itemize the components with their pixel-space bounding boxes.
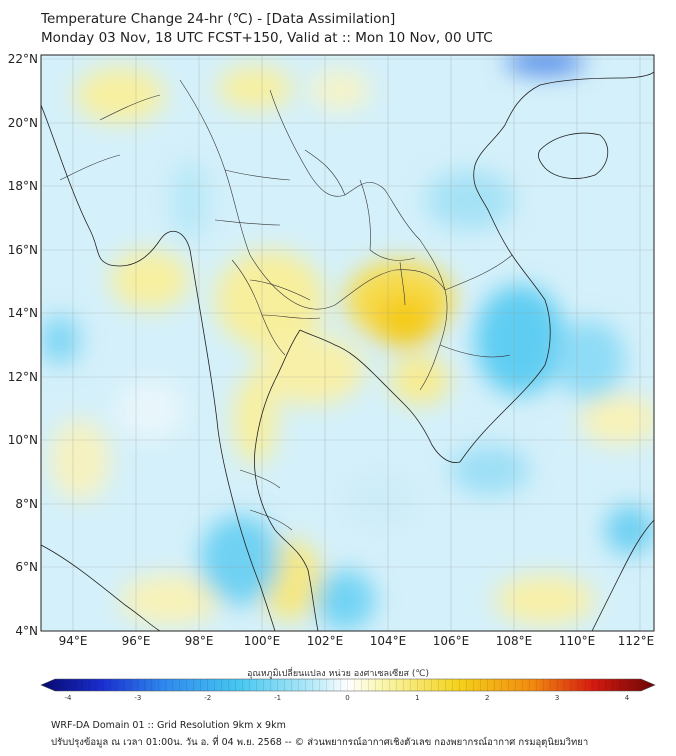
colorbar: -4 -3 -2 -1 0 1 2 3 4 bbox=[40, 678, 656, 702]
colorbar-tick: -3 bbox=[134, 694, 141, 702]
lat-label: 14°N bbox=[8, 306, 38, 320]
temperature-field bbox=[41, 55, 654, 631]
borders bbox=[59, 79, 513, 531]
lon-label: 100°E bbox=[244, 634, 281, 648]
colorbar-tick: 0 bbox=[345, 694, 349, 702]
lat-label: 6°N bbox=[15, 560, 38, 574]
lon-label: 102°E bbox=[307, 634, 344, 648]
lat-axis: 22°N 20°N 18°N 16°N 14°N 12°N 10°N 8°N 6… bbox=[8, 52, 38, 638]
lon-label: 110°E bbox=[559, 634, 596, 648]
map-frame bbox=[40, 54, 655, 632]
colorbar-tick: -4 bbox=[65, 694, 73, 702]
lat-label: 18°N bbox=[8, 179, 38, 193]
coastlines bbox=[41, 71, 654, 631]
footer-credit: ปรับปรุงข้อมูล ณ เวลา 01:00น. วัน อ. ที่… bbox=[51, 737, 589, 748]
colorbar-tick: -1 bbox=[274, 694, 281, 702]
map-title: Temperature Change 24-hr (℃) - [Data Ass… bbox=[41, 11, 396, 27]
colorbar-tick: 3 bbox=[555, 694, 559, 702]
colorbar-scale bbox=[40, 678, 656, 692]
lon-label: 94°E bbox=[59, 634, 88, 648]
lat-label: 4°N bbox=[15, 624, 38, 638]
lat-label: 12°N bbox=[8, 370, 38, 384]
lat-label: 8°N bbox=[15, 497, 38, 511]
colorbar-label: อุณหภูมิเปลี่ยนแปลง หน่วย องศาเซลเซียส (… bbox=[246, 669, 430, 679]
lat-label: 22°N bbox=[8, 52, 38, 66]
colorbar-tick: 1 bbox=[415, 694, 419, 702]
lon-label: 106°E bbox=[433, 634, 470, 648]
lon-label: 112°E bbox=[618, 634, 655, 648]
map-subtitle: Monday 03 Nov, 18 UTC FCST+150, Valid at… bbox=[41, 30, 493, 46]
lon-label: 98°E bbox=[185, 634, 214, 648]
colorbar-tick: -2 bbox=[204, 694, 211, 702]
lat-label: 16°N bbox=[8, 243, 38, 257]
lon-label: 104°E bbox=[370, 634, 407, 648]
lon-label: 96°E bbox=[122, 634, 151, 648]
gridlines bbox=[41, 55, 654, 631]
lon-axis: 94°E 96°E 98°E 100°E 102°E 104°E 106°E 1… bbox=[59, 634, 655, 648]
lat-label: 10°N bbox=[8, 433, 38, 447]
colorbar-tick: 2 bbox=[485, 694, 489, 702]
colorbar-tick: 4 bbox=[625, 694, 630, 702]
footer-model-info: WRF-DA Domain 01 :: Grid Resolution 9km … bbox=[51, 720, 286, 731]
lat-label: 20°N bbox=[8, 116, 38, 130]
lon-label: 108°E bbox=[496, 634, 533, 648]
